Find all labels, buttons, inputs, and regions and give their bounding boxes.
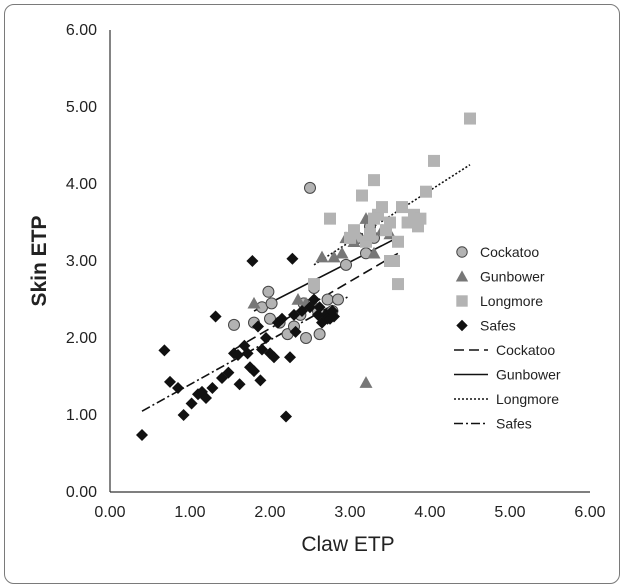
point-longmore — [368, 174, 380, 187]
point-gunbower — [359, 376, 373, 388]
point-cockatoo — [300, 332, 312, 344]
point-safes — [241, 347, 254, 360]
point-longmore — [428, 154, 440, 167]
point-safes — [286, 252, 299, 265]
point-longmore — [376, 201, 388, 214]
point-safes — [252, 320, 264, 333]
point-longmore — [384, 255, 396, 267]
legend-line-label-safes: Safes — [496, 416, 532, 432]
legend-marker-gunbower — [455, 270, 469, 282]
point-longmore — [356, 189, 368, 202]
tick-labels: 0.00 1.00 2.00 3.00 4.00 5.00 6.00 0.00 1.00 2.00… — [66, 22, 606, 521]
point-gunbower — [335, 246, 349, 259]
point-safes — [158, 344, 171, 357]
point-longmore — [324, 212, 336, 225]
trendlines — [141, 164, 471, 412]
point-safes — [209, 310, 222, 323]
point-cockatoo — [265, 297, 278, 310]
x-tick-label: 3.00 — [334, 504, 365, 521]
point-cockatoo — [340, 258, 352, 271]
point-safes — [172, 382, 184, 395]
data-points — [136, 112, 476, 442]
legend-label-gunbower: Gunbower — [480, 269, 545, 285]
point-longmore — [412, 220, 424, 233]
y-tick-label: 5.00 — [66, 99, 97, 116]
y-tick-label: 6.00 — [66, 22, 97, 39]
legend-line-label-gunbower: Gunbower — [496, 367, 561, 383]
point-safes — [248, 365, 260, 378]
scatter-chart: 0.00 1.00 2.00 3.00 4.00 5.00 6.00 0.00 1.00 2.00… — [28, 22, 606, 556]
x-tick-label: 0.00 — [94, 504, 125, 521]
point-safes — [136, 429, 148, 442]
point-gunbower — [367, 246, 381, 259]
x-tick-label: 5.00 — [494, 504, 525, 521]
legend-label-longmore: Longmore — [480, 293, 543, 309]
point-safes — [268, 351, 280, 364]
point-cockatoo — [304, 181, 316, 194]
point-cockatoo — [321, 293, 334, 306]
y-axis-title: Skin ETP — [28, 215, 51, 306]
legend: Cockatoo Gunbower Longmore Safes Cockatoo Gun… — [454, 244, 561, 432]
point-cockatoo — [313, 328, 326, 341]
point-safes — [284, 351, 296, 364]
point-cockatoo — [264, 312, 276, 325]
x-tick-label: 2.00 — [254, 504, 285, 521]
point-cockatoo — [332, 293, 344, 306]
point-longmore — [308, 278, 320, 291]
point-safes — [206, 382, 219, 395]
x-tick-label: 6.00 — [574, 504, 605, 521]
legend-label-safes: Safes — [480, 318, 516, 334]
point-safes — [328, 310, 340, 323]
point-safes — [233, 378, 246, 391]
point-safes — [308, 293, 320, 306]
point-safes — [313, 301, 326, 314]
y-tick-label: 1.00 — [66, 407, 97, 424]
point-longmore — [396, 201, 408, 214]
point-gunbower — [315, 250, 329, 263]
point-longmore — [420, 185, 432, 198]
chart-frame — [4, 4, 620, 584]
y-tick-label: 0.00 — [66, 484, 97, 501]
point-longmore — [384, 216, 396, 229]
y-tick-label: 3.00 — [66, 253, 97, 270]
legend-marker-cockatoo — [456, 246, 468, 258]
point-gunbower — [247, 296, 261, 309]
legend-marker-longmore — [456, 295, 468, 307]
point-safes — [260, 332, 272, 344]
point-safes — [289, 325, 302, 338]
point-safes — [276, 312, 288, 325]
y-tick-label: 2.00 — [66, 330, 97, 347]
x-tick-label: 1.00 — [174, 504, 205, 521]
legend-line-label-longmore: Longmore — [496, 391, 559, 407]
legend-label-cockatoo: Cockatoo — [480, 244, 539, 260]
point-longmore — [464, 112, 476, 125]
point-safes — [222, 366, 235, 379]
point-safes — [177, 409, 190, 421]
point-longmore — [392, 235, 404, 248]
x-tick-label: 4.00 — [414, 504, 445, 521]
point-safes — [246, 255, 259, 267]
trendline-longmore — [313, 164, 471, 266]
point-safes — [280, 410, 292, 423]
point-safes — [200, 392, 212, 405]
legend-line-label-cockatoo: Cockatoo — [496, 342, 555, 358]
point-gunbower — [291, 293, 305, 305]
point-longmore — [368, 212, 380, 225]
legend-marker-safes — [456, 319, 468, 332]
point-safes — [164, 375, 176, 388]
point-cockatoo — [262, 285, 275, 298]
point-longmore — [364, 228, 376, 241]
y-tick-label: 4.00 — [66, 176, 97, 193]
point-safes — [232, 348, 244, 361]
point-cockatoo — [228, 318, 240, 331]
point-longmore — [392, 278, 404, 291]
point-safes — [254, 374, 267, 387]
x-axis-title: Claw ETP — [301, 533, 394, 556]
point-longmore — [348, 224, 360, 237]
axes — [109, 30, 590, 493]
point-safes — [185, 397, 198, 410]
point-gunbower — [327, 250, 341, 263]
